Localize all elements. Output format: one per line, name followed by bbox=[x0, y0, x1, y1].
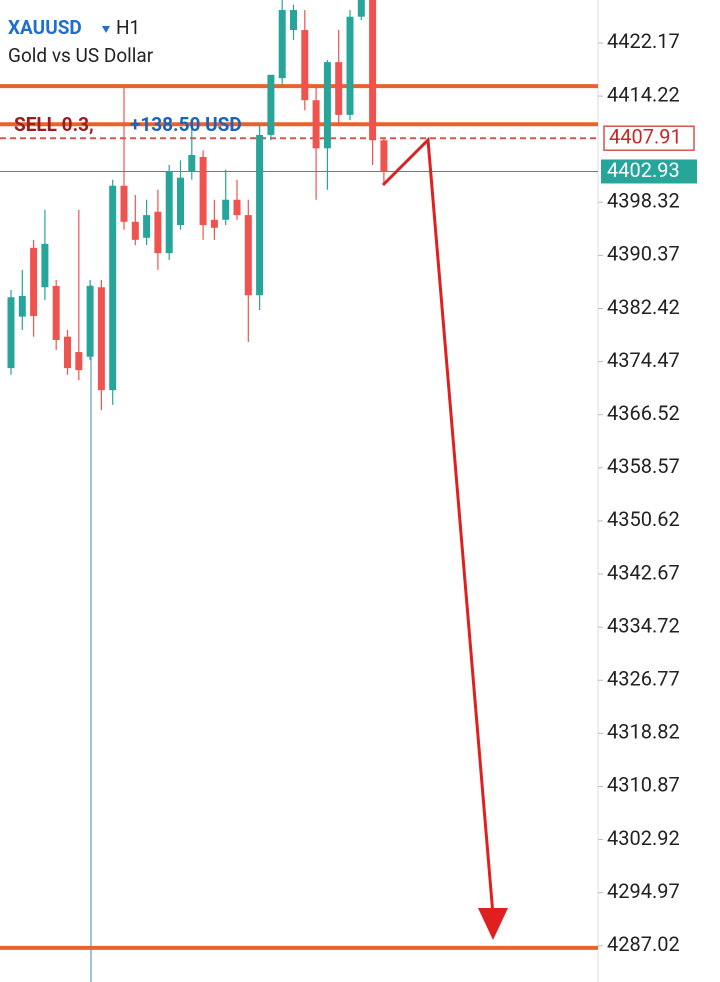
candle-body bbox=[18, 295, 26, 317]
candle-body bbox=[244, 215, 252, 296]
y-tick-label: 4342.67 bbox=[607, 560, 680, 584]
candle-body bbox=[312, 100, 320, 149]
y-tick-label: 4366.52 bbox=[607, 401, 680, 425]
candle-body bbox=[131, 221, 139, 240]
position-profit: +138.50 USD bbox=[130, 113, 242, 136]
y-tick-label: 4390.37 bbox=[607, 242, 680, 266]
candle-body bbox=[380, 140, 388, 172]
y-tick-label: 4294.97 bbox=[607, 879, 680, 903]
candle-body bbox=[75, 352, 83, 371]
y-tick-label: 4398.32 bbox=[607, 189, 680, 213]
candle-body bbox=[210, 219, 218, 228]
candle-body bbox=[64, 336, 71, 369]
candle-body bbox=[30, 247, 38, 316]
candle-body bbox=[52, 285, 60, 341]
price-box bbox=[603, 125, 695, 151]
candle-body bbox=[369, 0, 377, 141]
candle-body bbox=[143, 215, 151, 238]
y-tick-label: 4358.57 bbox=[607, 454, 680, 478]
symbol[interactable]: XAUUSD bbox=[8, 16, 82, 39]
arrow-drawing bbox=[381, 136, 495, 916]
description: Gold vs US Dollar bbox=[8, 44, 154, 67]
candle-body bbox=[222, 199, 230, 220]
candle-body bbox=[109, 185, 117, 391]
candle-body bbox=[86, 285, 94, 357]
timeframe[interactable]: H1 bbox=[116, 16, 140, 39]
candle-body bbox=[233, 199, 241, 216]
candle-body bbox=[256, 134, 264, 296]
candle-body bbox=[165, 171, 173, 254]
dropdown-icon[interactable] bbox=[102, 26, 110, 33]
candle-body bbox=[199, 156, 207, 226]
candle-body bbox=[278, 10, 286, 79]
y-tick-label: 4414.22 bbox=[607, 82, 680, 106]
candle-body bbox=[7, 297, 15, 369]
candle-body bbox=[346, 16, 354, 115]
candle-body bbox=[323, 62, 331, 149]
candle-body bbox=[357, 0, 365, 17]
candle-body bbox=[188, 154, 196, 172]
candle-body bbox=[120, 185, 128, 222]
position-price: 4407.91 bbox=[609, 124, 682, 148]
y-tick-label: 4350.62 bbox=[607, 507, 680, 531]
y-tick-label: 4382.42 bbox=[607, 295, 680, 319]
y-tick-label: 4310.87 bbox=[607, 773, 680, 797]
candle-body bbox=[41, 243, 49, 288]
candle-body bbox=[335, 62, 343, 115]
price-box bbox=[601, 159, 697, 184]
candle-body bbox=[154, 211, 162, 254]
y-tick-label: 4287.02 bbox=[607, 932, 680, 956]
candle-body bbox=[301, 30, 309, 101]
last-price: 4402.93 bbox=[607, 158, 680, 182]
y-tick-label: 4302.92 bbox=[607, 826, 680, 850]
y-tick-label: 4422.17 bbox=[607, 29, 680, 53]
y-tick-label: 4374.47 bbox=[607, 348, 680, 372]
candle-body bbox=[267, 74, 275, 135]
y-tick-label: 4334.72 bbox=[607, 613, 680, 637]
arrow-head bbox=[478, 908, 508, 940]
y-tick-label: 4318.82 bbox=[607, 720, 680, 744]
candle-body bbox=[97, 287, 105, 391]
position-label: SELL 0.3, bbox=[14, 113, 94, 136]
candle-body bbox=[290, 10, 297, 31]
candle-body bbox=[177, 177, 184, 226]
y-tick-label: 4326.77 bbox=[607, 667, 680, 691]
